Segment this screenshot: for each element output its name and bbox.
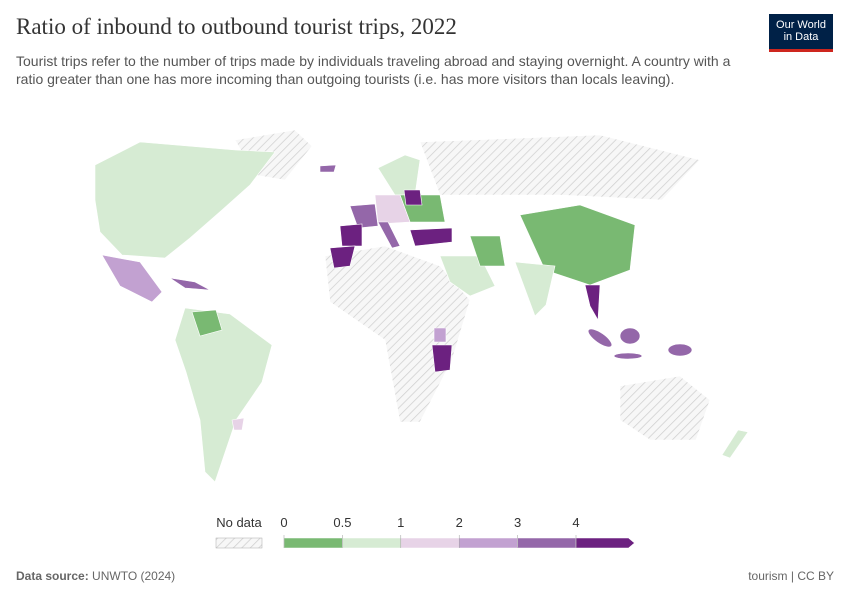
poland[interactable] (403, 189, 423, 206)
legend-tick-label: 0.5 (333, 515, 351, 530)
morocco[interactable] (329, 245, 356, 269)
countries (94, 129, 749, 483)
uruguay[interactable] (231, 417, 245, 431)
caribbean[interactable] (169, 277, 211, 291)
iceland[interactable] (319, 164, 337, 173)
north-america[interactable] (94, 141, 276, 259)
russia[interactable] (419, 134, 701, 201)
logo-line: Our World (776, 19, 826, 31)
legend-tick-label: 0 (280, 515, 287, 530)
legend-bin (575, 537, 635, 549)
turkey[interactable] (409, 227, 453, 247)
logo-line: in Data (783, 31, 819, 43)
india[interactable] (514, 261, 556, 317)
tanzania[interactable] (431, 344, 453, 373)
venezuela[interactable] (191, 309, 223, 337)
legend-no-data-label: No data (216, 515, 262, 530)
borneo[interactable] (619, 327, 641, 345)
kenya[interactable] (433, 327, 447, 343)
new-zealand[interactable] (721, 429, 749, 459)
legend-tick-label: 3 (514, 515, 521, 530)
sumatra[interactable] (586, 326, 615, 350)
source-label: Data source: (16, 569, 89, 583)
legend-bin (283, 537, 343, 549)
legend-tick-label: 1 (397, 515, 404, 530)
legend-no-data-swatch (215, 537, 263, 549)
java[interactable] (613, 352, 643, 360)
legend-tick-label: 2 (456, 515, 463, 530)
italy[interactable] (377, 221, 401, 249)
australia[interactable] (619, 375, 711, 441)
subtitle: Tourist trips refer to the number of tri… (16, 53, 731, 87)
logo[interactable]: Our World in Data (769, 14, 833, 52)
footer-source: Data source: UNWTO (2024) (16, 569, 175, 583)
iran[interactable] (469, 235, 506, 267)
scandinavia[interactable] (377, 154, 421, 196)
legend-bin (458, 537, 518, 549)
legend: 0 0.5 1 2 3 4 (280, 515, 635, 549)
legend-bin (342, 537, 402, 549)
south-america[interactable] (174, 307, 273, 483)
source: UNWTO (2024) (92, 569, 176, 583)
spain[interactable] (339, 223, 363, 247)
legend-tick-label: 4 (572, 515, 579, 530)
map: No data 0 0.5 1 2 3 4 (94, 129, 749, 549)
footer-right: tourism | CC BY (748, 569, 834, 583)
new-guinea[interactable] (667, 343, 693, 357)
title: Ratio of inbound to outbound tourist tri… (16, 14, 457, 39)
mexico[interactable] (101, 254, 163, 303)
central-europe[interactable] (374, 194, 411, 225)
legend-bin (517, 537, 577, 549)
africa[interactable] (324, 245, 471, 423)
france[interactable] (349, 203, 379, 229)
legend-bin (400, 537, 460, 549)
thailand[interactable] (584, 284, 601, 322)
